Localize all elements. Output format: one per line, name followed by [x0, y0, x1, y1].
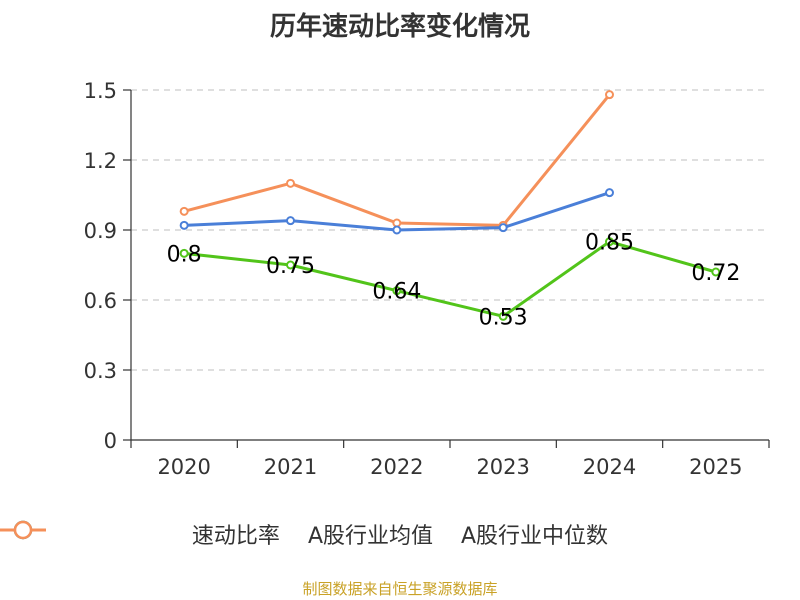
data-point — [498, 223, 508, 233]
x-tick-label: 2023 — [476, 455, 529, 479]
data-point — [179, 248, 189, 258]
x-tick-label: 2021 — [264, 455, 317, 479]
legend-item-industry-mean[interactable]: A股行业均值 — [0, 518, 433, 550]
data-label: 0.85 — [585, 231, 634, 256]
data-point — [392, 286, 402, 296]
data-point — [179, 206, 189, 216]
data-label: 0.53 — [479, 305, 528, 330]
data-point — [392, 218, 402, 228]
chart-title: 历年速动比率变化情况 — [269, 12, 530, 42]
data-point — [605, 237, 614, 247]
y-tick-label: 1.2 — [84, 149, 117, 173]
y-tick-label: 0.3 — [84, 359, 117, 383]
y-tick-label: 1.5 — [84, 79, 117, 103]
data-point — [179, 220, 189, 230]
data-point — [286, 178, 295, 188]
legend-label: 速动比率 — [191, 524, 280, 549]
legend: 速动比率 A股行业均值 A股行业中位数 — [0, 518, 800, 550]
data-point — [711, 267, 721, 277]
legend-item-quick-ratio[interactable]: 速动比率 — [0, 518, 280, 550]
x-tick-label: 2022 — [370, 455, 423, 479]
data-point — [286, 216, 295, 226]
data-label: 0.72 — [691, 261, 740, 286]
data-point — [605, 90, 614, 100]
legend-item-industry-median[interactable]: A股行业中位数 — [0, 518, 609, 550]
legend-label: A股行业均值 — [307, 524, 433, 549]
x-tick-label: 2020 — [157, 455, 210, 479]
data-point — [392, 225, 402, 235]
x-tick-label: 2025 — [689, 455, 742, 479]
y-tick-label: 0 — [104, 429, 117, 453]
data-label: 0.64 — [372, 280, 421, 305]
data-point — [286, 260, 295, 270]
data-label: 0.8 — [167, 242, 202, 267]
x-tick-label: 2024 — [583, 455, 636, 479]
legend-label: A股行业中位数 — [461, 524, 609, 549]
data-point — [498, 311, 508, 321]
data-point — [605, 188, 614, 198]
y-tick-label: 0.6 — [84, 289, 117, 313]
data-label: 0.75 — [266, 254, 315, 279]
legend-line-icon — [0, 520, 46, 540]
source-note: 制图数据来自恒生聚源数据库 — [302, 580, 498, 598]
y-tick-label: 0.9 — [84, 219, 117, 243]
series-line — [184, 240, 717, 318]
